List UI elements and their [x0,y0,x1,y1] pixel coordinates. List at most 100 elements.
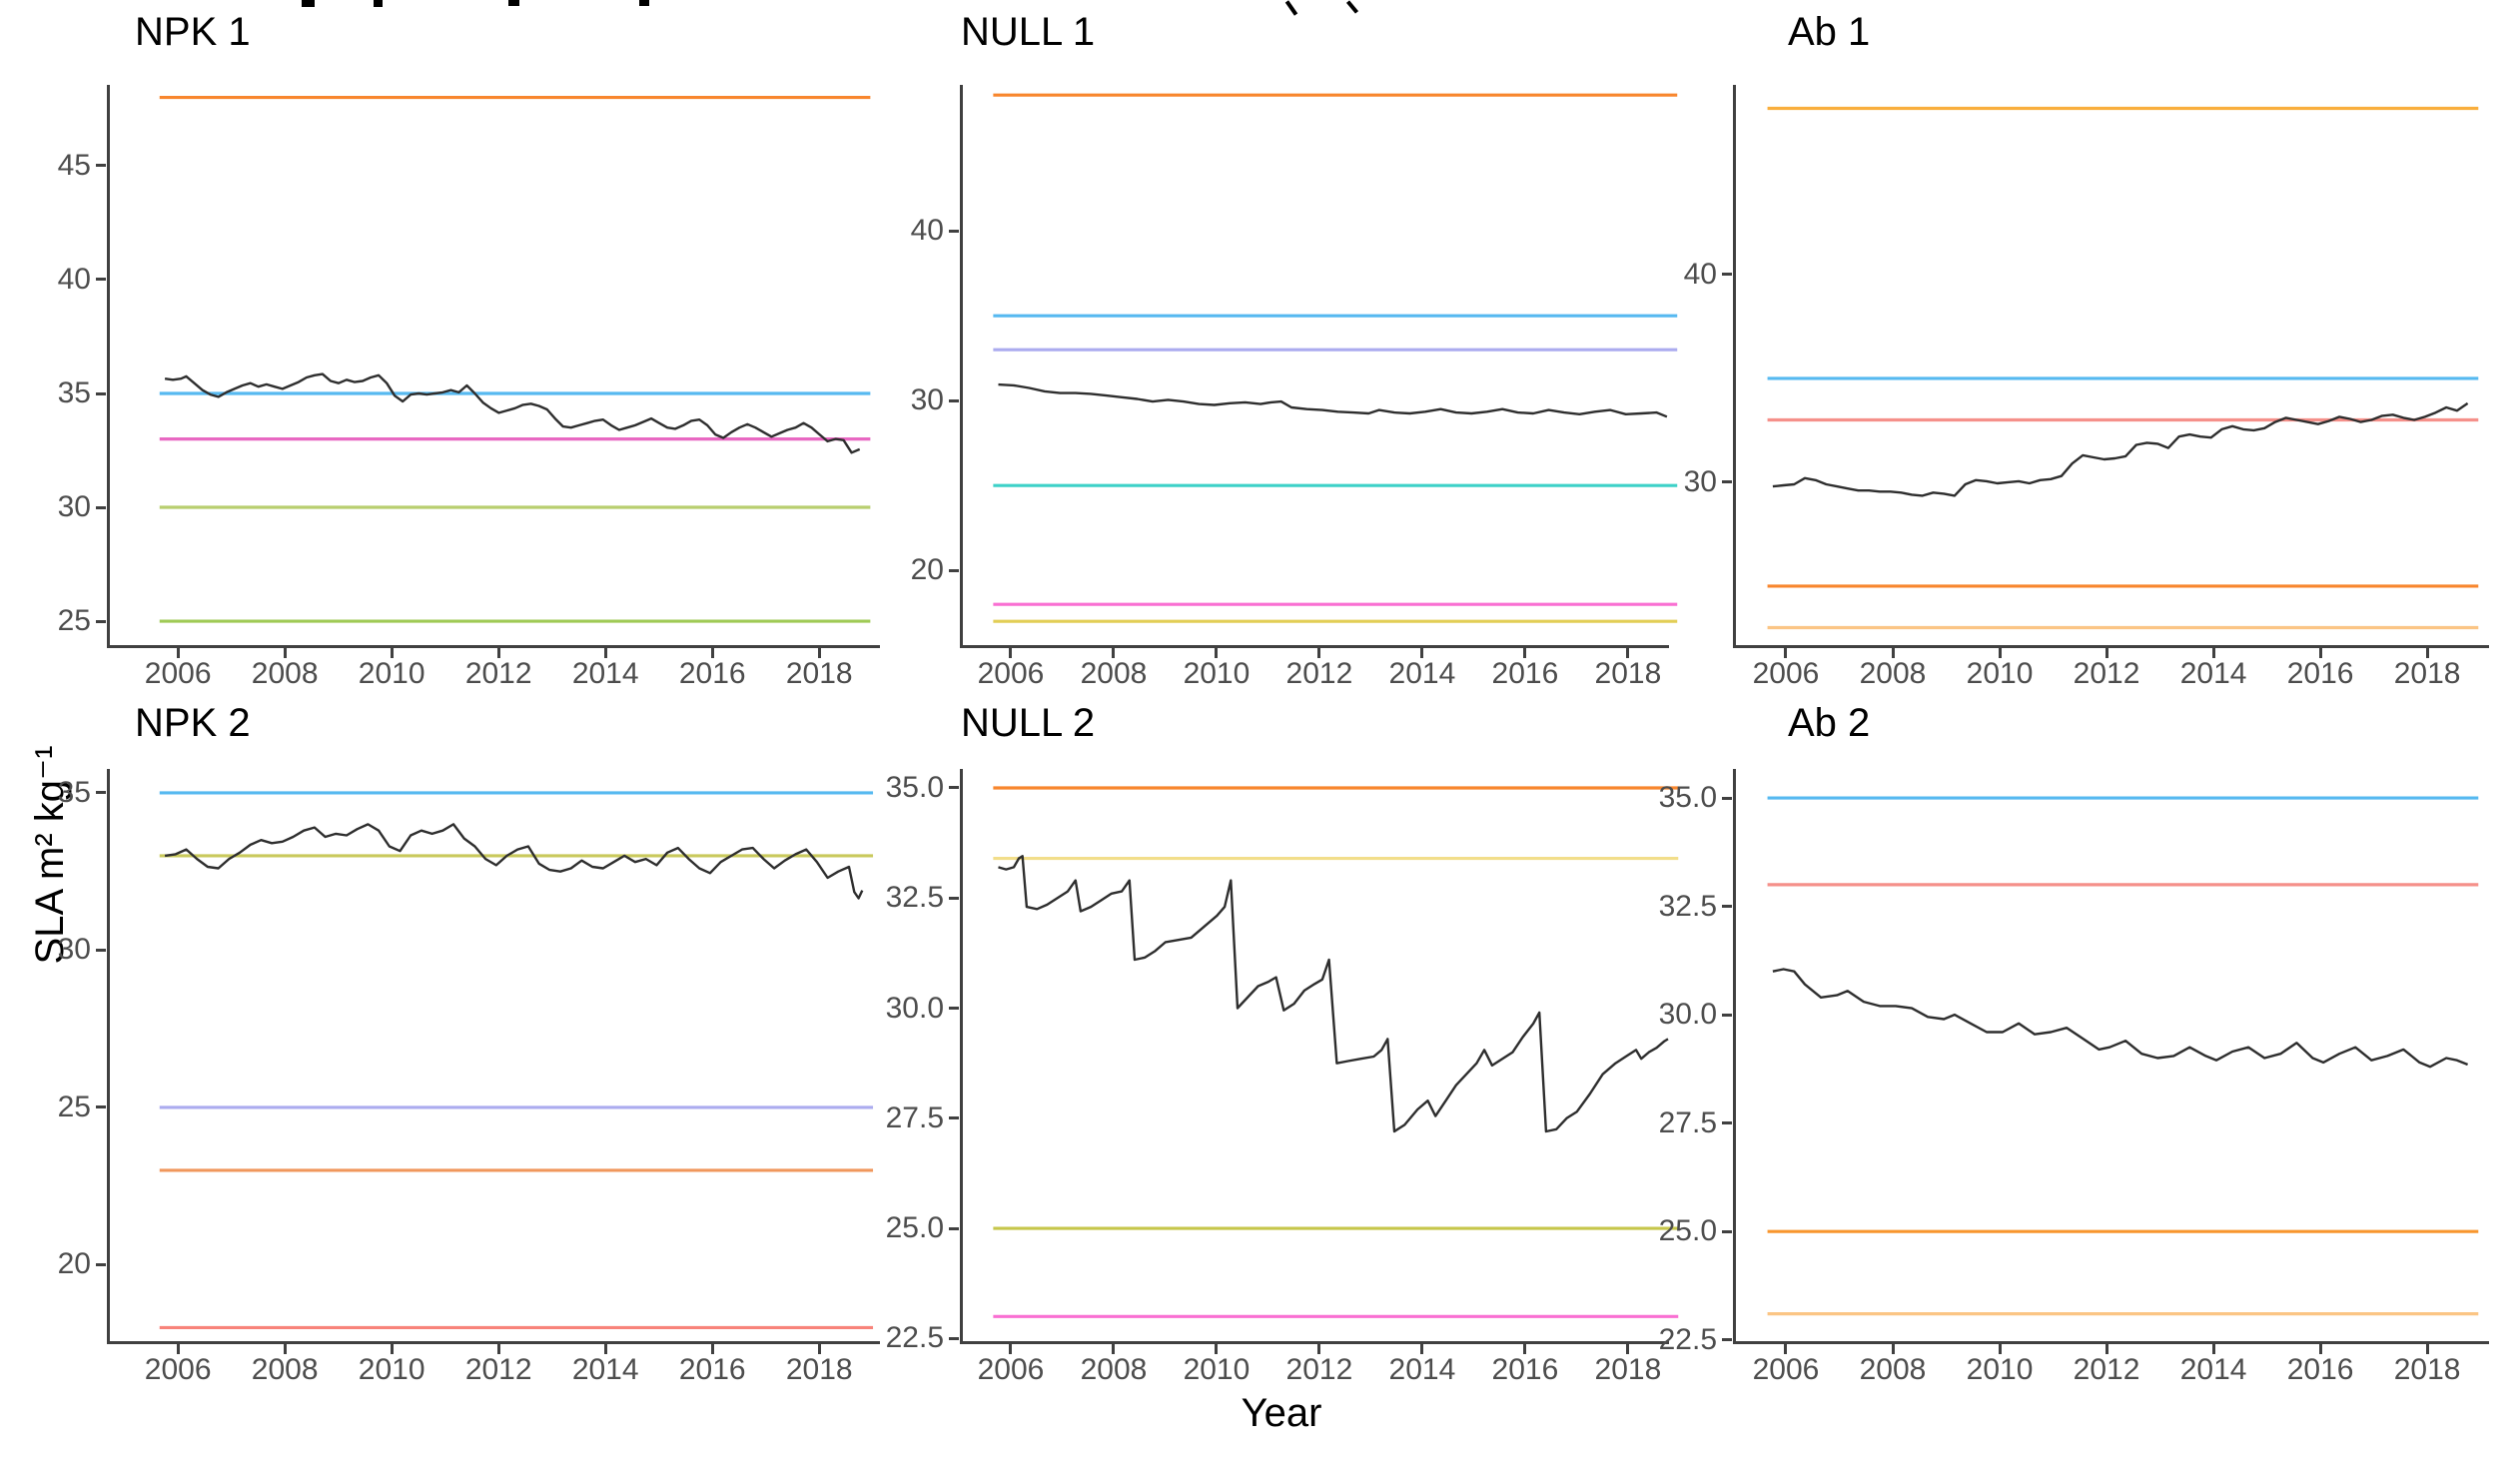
y-tick-mark [1722,905,1732,909]
x-tick-mark [1998,648,2002,658]
x-tick-label: 2010 [1966,657,2034,690]
x-tick-mark [1891,648,1895,658]
y-tick-mark [96,278,106,282]
x-tick-label: 2014 [571,1353,639,1386]
series-line-ab-2 [1772,968,2469,1069]
x-tick-mark [603,1344,607,1354]
x-tick-label: 2008 [1080,1353,1148,1386]
x-tick-mark [710,1344,714,1354]
y-tick-label: 27.5 [1658,1105,1717,1139]
x-tick-label: 2006 [144,1353,212,1386]
x-tick-mark [1523,648,1527,658]
x-tick-label: 2016 [1491,657,1559,690]
y-tick-label: 20 [57,1247,91,1281]
y-tick-label: 30.0 [885,991,944,1025]
y-tick-mark [949,1336,959,1340]
panel-null-1 [960,85,1678,648]
y-tick-mark [949,398,959,402]
y-tick-mark [949,896,959,900]
x-tick-label: 2018 [1594,657,1662,690]
x-tick-label: 2016 [2286,1353,2354,1386]
x-tick-label: 2012 [2073,657,2140,690]
panel-title-npk-1: NPK 1 [135,10,251,54]
cropped-glyph-fragment [639,0,649,6]
x-tick-label: 2018 [1594,1353,1662,1386]
x-tick-mark [1891,1344,1895,1354]
series-line-null-1 [998,382,1668,418]
y-tick-mark [1722,796,1732,800]
y-tick-label: 25.0 [1658,1214,1717,1248]
x-tick-label: 2012 [1285,1353,1353,1386]
x-tick-mark [1215,648,1219,658]
y-tick-mark [949,229,959,233]
panel-null-2 [960,769,1679,1344]
x-tick-label: 2012 [464,1353,532,1386]
series-line-npk-2 [164,823,864,900]
x-tick-mark [2425,1344,2429,1354]
y-tick-mark [96,164,106,168]
panel-title-null-1: NULL 1 [961,10,1096,54]
x-tick-mark [283,1344,287,1354]
series-line-npk-1 [164,372,861,454]
panel-ab-1 [1733,85,2489,648]
x-tick-mark [176,1344,180,1354]
x-tick-label: 2010 [1183,1353,1251,1386]
cropped-glyph-fragment [1284,0,1298,16]
y-tick-mark [96,505,106,509]
y-axis-label: SLA m² kg⁻¹ [28,745,72,965]
x-tick-label: 2008 [251,657,319,690]
y-tick-label: 20 [910,553,944,587]
cropped-glyph-fragment [374,0,383,7]
cropped-glyph-fragment [508,0,519,6]
x-tick-mark [1523,1344,1527,1354]
x-tick-label: 2014 [571,657,639,690]
panel-title-npk-2: NPK 2 [135,701,251,745]
x-tick-mark [2104,648,2108,658]
y-tick-mark [96,791,106,795]
x-tick-label: 2012 [2073,1353,2140,1386]
y-tick-mark [96,948,106,952]
x-tick-mark [817,648,821,658]
x-tick-mark [1998,1344,2002,1354]
x-tick-label: 2006 [977,1353,1045,1386]
x-tick-mark [1317,648,1321,658]
series-line-null-2 [998,855,1669,1133]
y-tick-label: 35.0 [885,770,944,804]
x-tick-mark [496,648,500,658]
x-tick-mark [496,1344,500,1354]
series-line-ab-1 [1772,401,2469,497]
x-tick-label: 2014 [2179,657,2247,690]
x-tick-mark [1626,648,1630,658]
x-tick-label: 2018 [785,657,853,690]
x-tick-mark [2211,1344,2215,1354]
y-tick-mark [949,1116,959,1120]
x-tick-mark [710,648,714,658]
y-tick-mark [1722,480,1732,484]
x-tick-mark [1784,648,1788,658]
x-tick-mark [1317,1344,1321,1354]
x-tick-label: 2016 [678,1353,746,1386]
y-tick-mark [96,1262,106,1266]
y-tick-label: 30 [910,383,944,417]
y-tick-label: 35.0 [1658,781,1717,815]
y-tick-label: 40 [910,214,944,248]
x-tick-mark [2211,648,2215,658]
x-tick-mark [2104,1344,2108,1354]
y-tick-label: 40 [1683,257,1717,291]
y-tick-mark [1722,1229,1732,1233]
y-tick-label: 22.5 [1658,1322,1717,1356]
x-tick-label: 2016 [678,657,746,690]
x-tick-mark [1009,1344,1013,1354]
x-tick-mark [2318,1344,2322,1354]
y-tick-label: 40 [57,262,91,296]
x-tick-label: 2018 [2393,657,2461,690]
x-tick-mark [1215,1344,1219,1354]
panel-ab-2 [1733,769,2489,1344]
x-tick-label: 2014 [2179,1353,2247,1386]
y-tick-label: 25 [57,604,91,638]
x-tick-label: 2006 [1752,1353,1820,1386]
x-tick-mark [1420,1344,1424,1354]
y-tick-label: 30 [1683,464,1717,498]
y-tick-mark [949,568,959,572]
